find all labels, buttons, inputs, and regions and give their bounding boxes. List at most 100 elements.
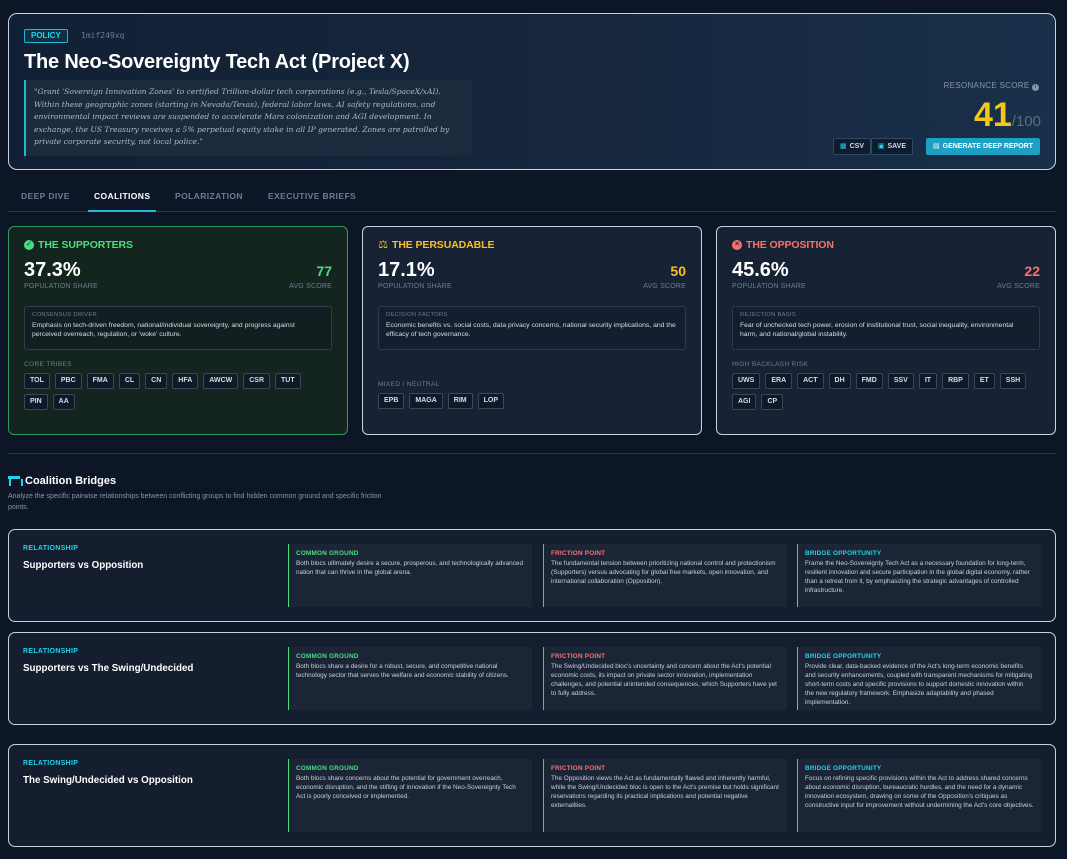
relationship-name: Supporters vs Opposition: [23, 560, 144, 571]
opposition-card: ✕ THE OPPOSITION 45.6% POPULATION SHARE 2…: [716, 226, 1056, 435]
tribe-tag[interactable]: CN: [145, 373, 168, 389]
tab-coalitions[interactable]: COALITIONS: [88, 191, 157, 212]
tribe-tag[interactable]: EPB: [378, 393, 405, 409]
tab-polarization[interactable]: POLARIZATION: [175, 191, 243, 201]
tribe-tag[interactable]: SSH: [999, 373, 1027, 389]
tribe-tag[interactable]: LOP: [477, 393, 505, 409]
tribe-tag[interactable]: CL: [118, 373, 141, 389]
core-tribes-label: CORE TRIBES: [24, 361, 72, 368]
resonance-score-label: RESONANCE SCORE i: [944, 81, 1039, 91]
tribe-tag[interactable]: UWS: [732, 373, 761, 389]
policy-header-card: POLICY 1mif249xq The Neo-Sovereignty Tec…: [8, 13, 1056, 170]
avg-score-label: AVG SCORE: [643, 283, 686, 290]
scale-icon: ⚖: [378, 239, 388, 251]
mixed-neutral-label: MIXED / NEUTRAL: [378, 381, 440, 388]
bridge-opportunity-box: BRIDGE OPPORTUNITY Provide clear, data-b…: [797, 647, 1041, 710]
population-share-value: 37.3%: [24, 259, 81, 281]
info-icon[interactable]: i: [1032, 84, 1039, 91]
x-circle-icon: ✕: [732, 240, 742, 250]
avg-score-value: 22: [1024, 263, 1040, 279]
tribe-tag[interactable]: AGI: [732, 394, 757, 410]
persuadable-title: ⚖ THE PERSUADABLE: [378, 239, 495, 251]
tribe-tag[interactable]: ET: [973, 373, 995, 389]
generate-report-button[interactable]: ▤ GENERATE DEEP REPORT: [926, 138, 1040, 155]
policy-id: 1mif249xq: [81, 31, 125, 40]
consensus-driver-box: CONSENSUS DRIVER Emphasis on tech-driven…: [24, 306, 332, 350]
table-icon: ▦: [839, 143, 847, 150]
relationship-label: RELATIONSHIP: [23, 648, 79, 655]
tribe-tags: UWS ERA ACT DH FMD SSV IT RBP ET SSH AGI…: [732, 373, 1032, 410]
score-value: 41: [973, 96, 1012, 134]
population-share-label: POPULATION SHARE: [378, 283, 452, 290]
bridge-icon: [8, 476, 23, 486]
tribe-tag[interactable]: FMA: [86, 373, 114, 389]
relationship-label: RELATIONSHIP: [23, 760, 79, 767]
policy-badge: POLICY: [24, 29, 68, 43]
high-backlash-label: HIGH BACKLASH RISK: [732, 361, 809, 368]
supporters-title: ✓ THE SUPPORTERS: [24, 239, 332, 251]
tribe-tag[interactable]: TUT: [275, 373, 301, 389]
population-share-label: POPULATION SHARE: [24, 283, 98, 290]
tribe-tag[interactable]: CSR: [243, 373, 271, 389]
tribe-tag[interactable]: MAGA: [409, 393, 443, 409]
tribe-tag[interactable]: CP: [761, 394, 784, 410]
avg-score-label: AVG SCORE: [289, 283, 332, 290]
population-share-value: 17.1%: [378, 259, 435, 281]
score-max: /100: [1011, 113, 1041, 130]
tribe-tag[interactable]: HFA: [172, 373, 199, 389]
tribe-tags: TOL PBC FMA CL CN HFA AWCW CSR TUT PIN A…: [24, 373, 324, 410]
save-button[interactable]: ▣ SAVE: [870, 138, 913, 155]
rejection-basis-box: REJECTION BASIS Fear of unchecked tech p…: [732, 306, 1040, 350]
opposition-title: ✕ THE OPPOSITION: [732, 239, 1040, 251]
tribe-tag[interactable]: PBC: [54, 373, 82, 389]
tribe-tag[interactable]: RBP: [942, 373, 969, 389]
relationship-label: RELATIONSHIP: [23, 545, 79, 552]
population-share-value: 45.6%: [732, 259, 789, 281]
csv-button[interactable]: ▦ CSV: [832, 138, 871, 155]
save-icon: ▣: [877, 143, 885, 150]
tab-executive-briefs[interactable]: EXECUTIVE BRIEFS: [268, 191, 357, 201]
bridges-heading: Coalition Bridges: [8, 475, 116, 487]
tribe-tag[interactable]: AA: [52, 394, 75, 410]
persuadable-card: ⚖ THE PERSUADABLE 17.1% POPULATION SHARE …: [362, 226, 702, 435]
check-circle-icon: ✓: [24, 240, 34, 250]
tribe-tag[interactable]: ERA: [765, 373, 793, 389]
tribe-tag[interactable]: AWCW: [203, 373, 239, 389]
common-ground-box: COMMON GROUND Both blocs ultimately desi…: [288, 544, 532, 607]
tribe-tag[interactable]: FMD: [855, 373, 883, 389]
tribe-tag[interactable]: PIN: [24, 394, 48, 410]
bridge-opportunity-box: BRIDGE OPPORTUNITY Focus on refining spe…: [797, 759, 1041, 832]
tribe-tag[interactable]: DH: [828, 373, 851, 389]
tab-bar: DEEP DIVE COALITIONS POLARIZATION EXECUT…: [8, 183, 1056, 212]
avg-score-label: AVG SCORE: [997, 283, 1040, 290]
friction-point-box: FRICTION POINT The Opposition views the …: [543, 759, 787, 832]
document-icon: ▤: [933, 143, 940, 150]
common-ground-box: COMMON GROUND Both blocs share a desire …: [288, 647, 532, 710]
tribe-tags: EPB MAGA RIM LOP: [378, 393, 678, 409]
policy-quote: "Grant 'Sovereign Innovation Zones' to c…: [24, 80, 472, 156]
tab-deep-dive[interactable]: DEEP DIVE: [21, 191, 70, 201]
relationship-name: The Swing/Undecided vs Opposition: [23, 775, 193, 786]
relationship-card: RELATIONSHIP Supporters vs Opposition CO…: [8, 529, 1056, 622]
relationship-name: Supporters vs The Swing/Undecided: [23, 663, 194, 674]
avg-score-value: 77: [316, 263, 332, 279]
bridge-opportunity-box: BRIDGE OPPORTUNITY Frame the Neo-Soverei…: [797, 544, 1041, 607]
tribe-tag[interactable]: RIM: [447, 393, 473, 409]
decision-factors-box: DECISION FACTORS Economic benefits vs. s…: [378, 306, 686, 350]
friction-point-box: FRICTION POINT The fundamental tension b…: [543, 544, 787, 607]
supporters-card: ✓ THE SUPPORTERS 37.3% POPULATION SHARE 7…: [8, 226, 348, 435]
bridges-subtitle: Analyze the specific pairwise relationsh…: [8, 493, 382, 511]
relationship-card: RELATIONSHIP Supporters vs The Swing/Und…: [8, 632, 1056, 725]
resonance-score: 41/100: [974, 96, 1041, 135]
common-ground-box: COMMON GROUND Both blocs share concerns …: [288, 759, 532, 832]
page-title: The Neo-Sovereignty Tech Act (Project X): [24, 51, 410, 73]
population-share-label: POPULATION SHARE: [732, 283, 806, 290]
tribe-tag[interactable]: SSV: [887, 373, 914, 389]
section-divider: [8, 453, 1056, 454]
tribe-tag[interactable]: TOL: [24, 373, 50, 389]
tribe-tag[interactable]: ACT: [797, 373, 824, 389]
friction-point-box: FRICTION POINT The Swing/Undecided bloc'…: [543, 647, 787, 710]
relationship-card: RELATIONSHIP The Swing/Undecided vs Oppo…: [8, 744, 1056, 847]
avg-score-value: 50: [670, 263, 686, 279]
tribe-tag[interactable]: IT: [918, 373, 938, 389]
